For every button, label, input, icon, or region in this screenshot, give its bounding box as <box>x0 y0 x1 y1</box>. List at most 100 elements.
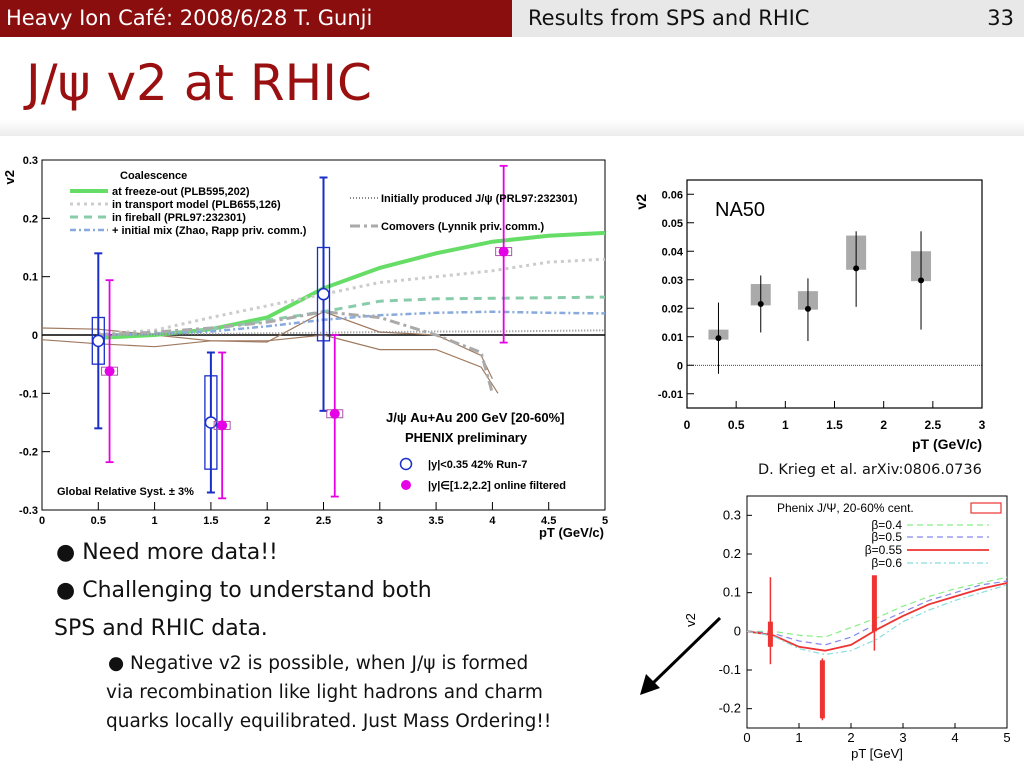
legend-label: β=0.55 <box>865 543 903 557</box>
legend-label: in fireball (PRL97:232301) <box>112 212 246 224</box>
x-tick-label: 1.5 <box>203 515 218 527</box>
syst-box <box>871 575 877 632</box>
band-lower-line <box>41 334 499 394</box>
x-tick-label: 1 <box>795 730 802 745</box>
data-point-filtered <box>498 246 509 257</box>
y-tick-label: 0.2 <box>23 213 38 225</box>
x-tick-label: 3 <box>377 515 383 527</box>
x-tick-label: 1.5 <box>826 418 843 432</box>
legend-title: Coalescence <box>120 170 187 182</box>
x-tick-label: 2.5 <box>316 515 331 527</box>
x-tick-label: 3 <box>899 730 906 745</box>
x-tick-label: 1 <box>152 515 158 527</box>
beta-curve <box>746 584 1008 656</box>
legend-label: β=0.6 <box>871 556 902 570</box>
x-tick-label: 5 <box>602 515 608 527</box>
data-point-run7 <box>204 416 218 429</box>
x-tick-label: 4.5 <box>541 515 556 527</box>
y-tick-label: 0.1 <box>23 272 38 284</box>
phenix-v2-chart: 0 0.5 1 1.5 2 2.5 3 3.5 4 4.5 5 0.3 0.2 0.1 0 -0.1 -0.2 -… <box>2 155 608 540</box>
data-point <box>918 277 925 284</box>
x-tick-label: 2.5 <box>924 418 941 432</box>
x-tick-label: 0 <box>39 515 45 527</box>
syst-box <box>819 660 825 719</box>
y-tick-label: 0.03 <box>662 275 683 287</box>
header-right: Results from SPS and RHIC 33 <box>512 0 1024 37</box>
x-tick-label: 1 <box>782 418 789 432</box>
legend-label: in transport model (PLB655,126) <box>112 199 281 211</box>
plot-frame <box>746 495 1008 729</box>
legend-title: Phenix J/Ψ, 20-60% cent. <box>777 501 914 515</box>
legend-label: Comovers (Lynnik priv. comm.) <box>381 221 545 233</box>
legend-label: at freeze-out (PLB595,202) <box>112 186 250 198</box>
x-axis-label: pT (GeV/c) <box>912 436 982 452</box>
transport-curve <box>98 257 606 336</box>
y-tick-label: 0.3 <box>23 155 38 167</box>
y-tick-label: -0.2 <box>719 701 741 716</box>
x-tick-label: 3 <box>979 418 986 432</box>
y-axis-label: v2 <box>2 170 17 184</box>
x-tick-label: 3.5 <box>428 515 443 527</box>
chart-title: NA50 <box>715 199 765 221</box>
legend-marker-filtered <box>401 480 411 490</box>
y-tick-label: 0.3 <box>723 507 741 522</box>
citation: D. Krieg et al. arXiv:0806.0736 <box>758 462 982 478</box>
annotation-preliminary: PHENIX preliminary <box>405 430 528 445</box>
sub-bullet-1: ● Negative v2 is possible, when J/ψ is f… <box>108 653 528 674</box>
x-tick-label: 2 <box>847 730 854 745</box>
y-tick-label: 0.02 <box>662 303 683 315</box>
annotation-system: J/ψ Au+Au 200 GeV [20-60%] <box>386 410 565 425</box>
legend-swatch <box>970 502 1002 514</box>
data-point-filtered <box>329 408 340 419</box>
legend-label: + initial mix (Zhao, Rapp priv. comm.) <box>112 225 307 237</box>
legend-label-run7: |y|<0.35 42% Run-7 <box>428 459 527 471</box>
syst-note: Global Relative Syst. ± 3% <box>57 486 194 498</box>
y-axis-label: v2 <box>683 613 698 627</box>
data-point-run7 <box>92 334 105 348</box>
bullet-text: Challenging to understand both <box>82 578 432 603</box>
y-tick-label: -0.01 <box>658 389 683 401</box>
bullet-dot: ● <box>108 653 131 674</box>
data-point-filtered <box>217 420 228 431</box>
sub-bullet-line-2: via recombination like light hadrons and… <box>106 682 543 703</box>
bullet-2: ● Challenging to understand both <box>56 578 432 603</box>
bullet-dot: ● <box>56 540 83 565</box>
y-tick-label: -0.2 <box>19 447 38 459</box>
y-tick-label: 0 <box>734 623 741 638</box>
y-tick-label: 0.1 <box>723 585 741 600</box>
arrowhead <box>640 674 660 695</box>
y-tick-label: -0.1 <box>19 388 38 400</box>
x-tick-label: 0.5 <box>728 418 745 432</box>
y-axis-label: v2 <box>633 194 649 210</box>
data-point-run7 <box>317 287 330 301</box>
bullet-text: Need more data!! <box>82 540 278 565</box>
beta-curve <box>746 580 1008 646</box>
data-point <box>804 305 811 312</box>
bullet-1: ● Need more data!! <box>56 540 278 565</box>
initial-produced-curve <box>98 329 606 336</box>
na50-chart: 0 0.5 1 1.5 2 2.5 3 0.06 0.05 0.04 0.03 0.02 0.01 0 -0… <box>633 179 986 452</box>
x-tick-label: 4 <box>951 730 958 745</box>
theory-chart: 0 1 2 3 4 5 0.3 0.2 0.1 0 -0.1 -0.2 v2 pT [GeV] Phenix… <box>683 495 1011 761</box>
legend-label: β=0.5 <box>871 530 902 544</box>
legend-label: β=0.4 <box>871 518 902 532</box>
data-point <box>757 300 764 307</box>
syst-box <box>767 621 773 647</box>
y-tick-label: -0.1 <box>719 662 741 677</box>
bullet-2-cont: SPS and RHIC data. <box>54 616 268 641</box>
x-tick-label: 5 <box>1003 730 1010 745</box>
header-left: Heavy Ion Café: 2008/6/28 T. Gunji <box>0 0 512 37</box>
x-tick-label: 0 <box>684 418 691 432</box>
data-point-filtered <box>104 366 115 377</box>
slide-title: J/ψ v2 at RHIC <box>26 54 372 112</box>
y-tick-label: 0.06 <box>662 189 683 201</box>
legend-marker-run7 <box>399 457 413 471</box>
x-axis-label: pT (GeV/c) <box>539 525 604 540</box>
x-tick-label: 0.5 <box>91 515 106 527</box>
legend-label-filtered: |y|∈[1.2,2.2] online filtered <box>428 480 566 492</box>
x-tick-label: 2 <box>880 418 887 432</box>
x-axis-label: pT [GeV] <box>851 746 903 761</box>
bullet-dot: ● <box>56 578 83 603</box>
y-tick-label: 0.01 <box>662 332 683 344</box>
y-tick-label: 0 <box>32 330 38 342</box>
